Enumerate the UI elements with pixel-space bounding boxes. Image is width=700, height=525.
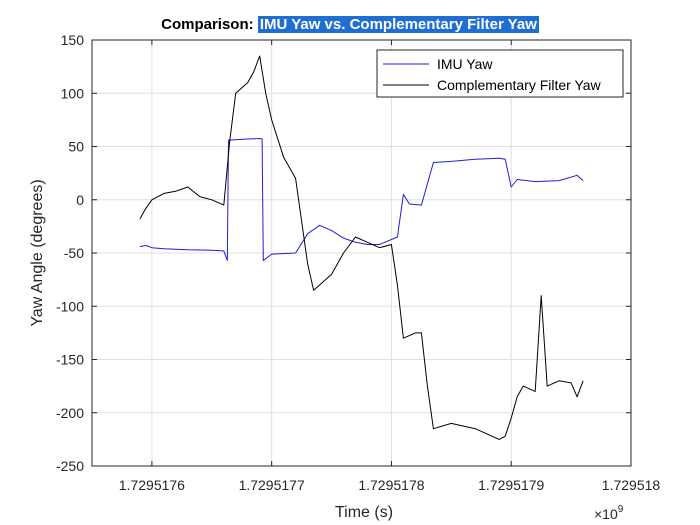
y-tick-label: -150 bbox=[56, 352, 84, 368]
axis-ticks: 1.7295176 1.7295177 1.7295178 1.7295179 1.72… bbox=[56, 32, 660, 493]
series-line-complementary-filter-yaw bbox=[139, 55, 584, 440]
legend-box bbox=[376, 49, 624, 98]
legend-label: IMU Yaw bbox=[437, 56, 493, 72]
y-tick-label: -50 bbox=[64, 245, 84, 261]
y-tick-label: 0 bbox=[76, 192, 84, 208]
grid bbox=[92, 39, 632, 467]
x-exponent-base: ×10 bbox=[594, 506, 618, 522]
y-axis-label: Yaw Angle (degrees) bbox=[29, 179, 46, 326]
chart-title-prefix: Comparison: bbox=[161, 16, 254, 33]
y-tick-label: 150 bbox=[61, 32, 85, 48]
series-line-imu-yaw bbox=[139, 138, 584, 261]
x-tick-label: 1.7295179 bbox=[478, 477, 544, 493]
chart-title: Comparison: IMU Yaw vs. Complementary Fi… bbox=[0, 16, 700, 33]
legend: IMU Yaw Complementary Filter Yaw bbox=[376, 49, 624, 98]
x-axis-label: Time (s) bbox=[335, 504, 393, 521]
y-tick-label: 100 bbox=[61, 85, 85, 101]
x-tick-label: 1.729518 bbox=[602, 477, 661, 493]
x-tick-label: 1.7295176 bbox=[119, 477, 185, 493]
x-tick-label: 1.7295177 bbox=[239, 477, 305, 493]
chart-title-highlight: IMU Yaw vs. Complementary Filter Yaw bbox=[257, 16, 539, 33]
y-tick-label: 50 bbox=[68, 139, 84, 155]
series-lines bbox=[139, 55, 584, 440]
y-tick-label: -250 bbox=[56, 458, 84, 474]
x-tick-label: 1.7295178 bbox=[358, 477, 424, 493]
x-exponent-label: ×109 bbox=[594, 504, 624, 522]
y-tick-label: -100 bbox=[56, 298, 84, 314]
x-exponent-power: 9 bbox=[618, 504, 624, 515]
legend-label: Complementary Filter Yaw bbox=[437, 77, 602, 93]
y-tick-label: -200 bbox=[56, 405, 84, 421]
